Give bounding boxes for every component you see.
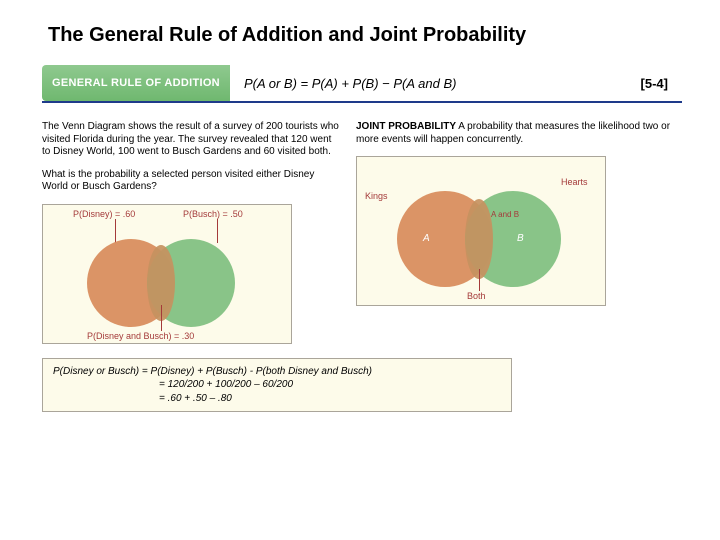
venn2-inner-a: A bbox=[423, 233, 430, 246]
arrow-a bbox=[115, 219, 116, 243]
formula-label: GENERAL RULE OF ADDITION bbox=[42, 65, 230, 101]
venn-kings-hearts: Kings Hearts A B A and B Both bbox=[356, 156, 606, 306]
venn1-label-b: P(Busch) = .50 bbox=[183, 209, 243, 220]
calc-line-1: P(Disney or Busch) = P(Disney) + P(Busch… bbox=[53, 365, 501, 379]
arrow-overlap bbox=[161, 305, 162, 331]
formula-bar: GENERAL RULE OF ADDITION P(A or B) = P(A… bbox=[42, 65, 682, 103]
joint-term: JOINT PROBABILITY bbox=[356, 121, 456, 132]
formula-body: P(A or B) = P(A) + P(B) − P(A and B) [5-… bbox=[230, 65, 682, 101]
question-paragraph: What is the probability a selected perso… bbox=[42, 169, 342, 194]
content-row: The Venn Diagram shows the result of a s… bbox=[0, 113, 720, 352]
venn1-overlap-label: P(Disney and Busch) = .30 bbox=[87, 331, 194, 342]
venn1-label-a: P(Disney) = .60 bbox=[73, 209, 135, 220]
venn2-overlap bbox=[465, 199, 493, 279]
calc-line-3: = .60 + .50 – .80 bbox=[53, 392, 501, 406]
formula-text: P(A or B) = P(A) + P(B) − P(A and B) bbox=[244, 76, 457, 91]
venn2-inner-b: B bbox=[517, 233, 524, 246]
arrow-both bbox=[479, 269, 480, 291]
venn2-overlap-bottom: Both bbox=[467, 291, 486, 302]
right-column: JOINT PROBABILITY A probability that mea… bbox=[356, 121, 682, 352]
joint-probability-def: JOINT PROBABILITY A probability that mea… bbox=[356, 121, 682, 146]
formula-ref: [5-4] bbox=[641, 76, 668, 91]
venn-disney-busch: P(Disney) = .60 P(Busch) = .50 P(Disney … bbox=[42, 204, 292, 344]
venn2-label-kings: Kings bbox=[365, 191, 388, 202]
calc-line-2: = 120/200 + 100/200 – 60/200 bbox=[53, 378, 501, 392]
left-column: The Venn Diagram shows the result of a s… bbox=[42, 121, 342, 352]
page-title: The General Rule of Addition and Joint P… bbox=[0, 0, 720, 59]
arrow-b bbox=[217, 219, 218, 243]
venn2-overlap-top: A and B bbox=[491, 211, 519, 219]
calculation-box: P(Disney or Busch) = P(Disney) + P(Busch… bbox=[42, 358, 512, 413]
survey-paragraph: The Venn Diagram shows the result of a s… bbox=[42, 121, 342, 159]
venn2-label-hearts: Hearts bbox=[561, 177, 588, 188]
